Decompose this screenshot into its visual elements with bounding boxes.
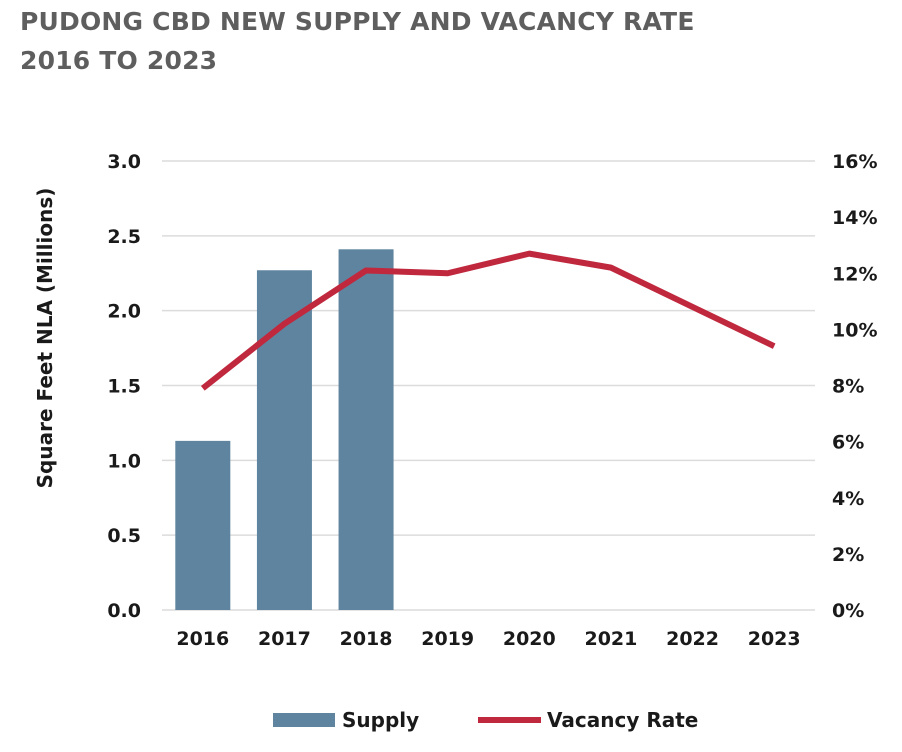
chart-title-line: PUDONG CBD NEW SUPPLY AND VACANCY RATE (20, 7, 695, 36)
x-tick-label: 2019 (421, 628, 474, 650)
x-tick-label: 2022 (666, 628, 719, 650)
y2-tick-label: 12% (832, 263, 877, 285)
y-tick-label: 0.0 (107, 600, 141, 622)
x-tick-label: 2020 (503, 628, 556, 650)
y2-tick-label: 16% (832, 151, 877, 173)
x-tick-label: 2018 (340, 628, 393, 650)
chart-subtitle: 2016 TO 2023 (20, 46, 218, 75)
vacancy-line (200, 250, 776, 391)
supply-bar (175, 440, 231, 610)
y2-tick-label: 8% (832, 376, 864, 398)
x-tick-label: 2023 (748, 628, 801, 650)
y2-tick-label: 14% (832, 207, 877, 229)
y2-tick-label: 2% (832, 544, 864, 566)
y-axis-title: Square Feet NLA (Millions) (33, 188, 57, 489)
y2-tick-label: 0% (832, 600, 864, 622)
y2-tick-label: 10% (832, 319, 877, 341)
legend-swatch-supply (273, 713, 335, 727)
y-tick-label: 1.5 (107, 376, 141, 398)
right-axis-ticks: 0% 2% 4% 6% 8% 10% 12% 14% 16% (832, 151, 877, 622)
y2-tick-label: 4% (832, 488, 864, 510)
y-tick-label: 2.5 (107, 226, 141, 248)
x-tick-label: 2021 (584, 628, 637, 650)
y-tick-label: 3.0 (107, 151, 141, 173)
y2-tick-label: 6% (832, 432, 864, 454)
left-axis-ticks: 0.0 0.5 1.0 1.5 2.0 2.5 3.0 (107, 151, 141, 622)
x-tick-label: 2017 (258, 628, 311, 650)
supply-bars (175, 249, 394, 610)
legend-label-vacancy: Vacancy Rate (547, 708, 698, 732)
legend-label-supply: Supply (342, 708, 419, 732)
x-tick-label: 2016 (176, 628, 229, 650)
supply-bar (338, 249, 394, 610)
y-tick-label: 0.5 (107, 525, 141, 547)
chart-title: PUDONG CBD NEW SUPPLY AND VACANCY RATE 2… (20, 2, 695, 80)
y-tick-label: 1.0 (107, 450, 141, 472)
vacancy-rate-line (200, 250, 776, 391)
legend: Supply Vacancy Rate (273, 708, 698, 732)
y-tick-label: 2.0 (107, 301, 141, 323)
x-axis-ticks: 2016 2017 2018 2019 2020 2021 2022 2023 (176, 628, 800, 650)
